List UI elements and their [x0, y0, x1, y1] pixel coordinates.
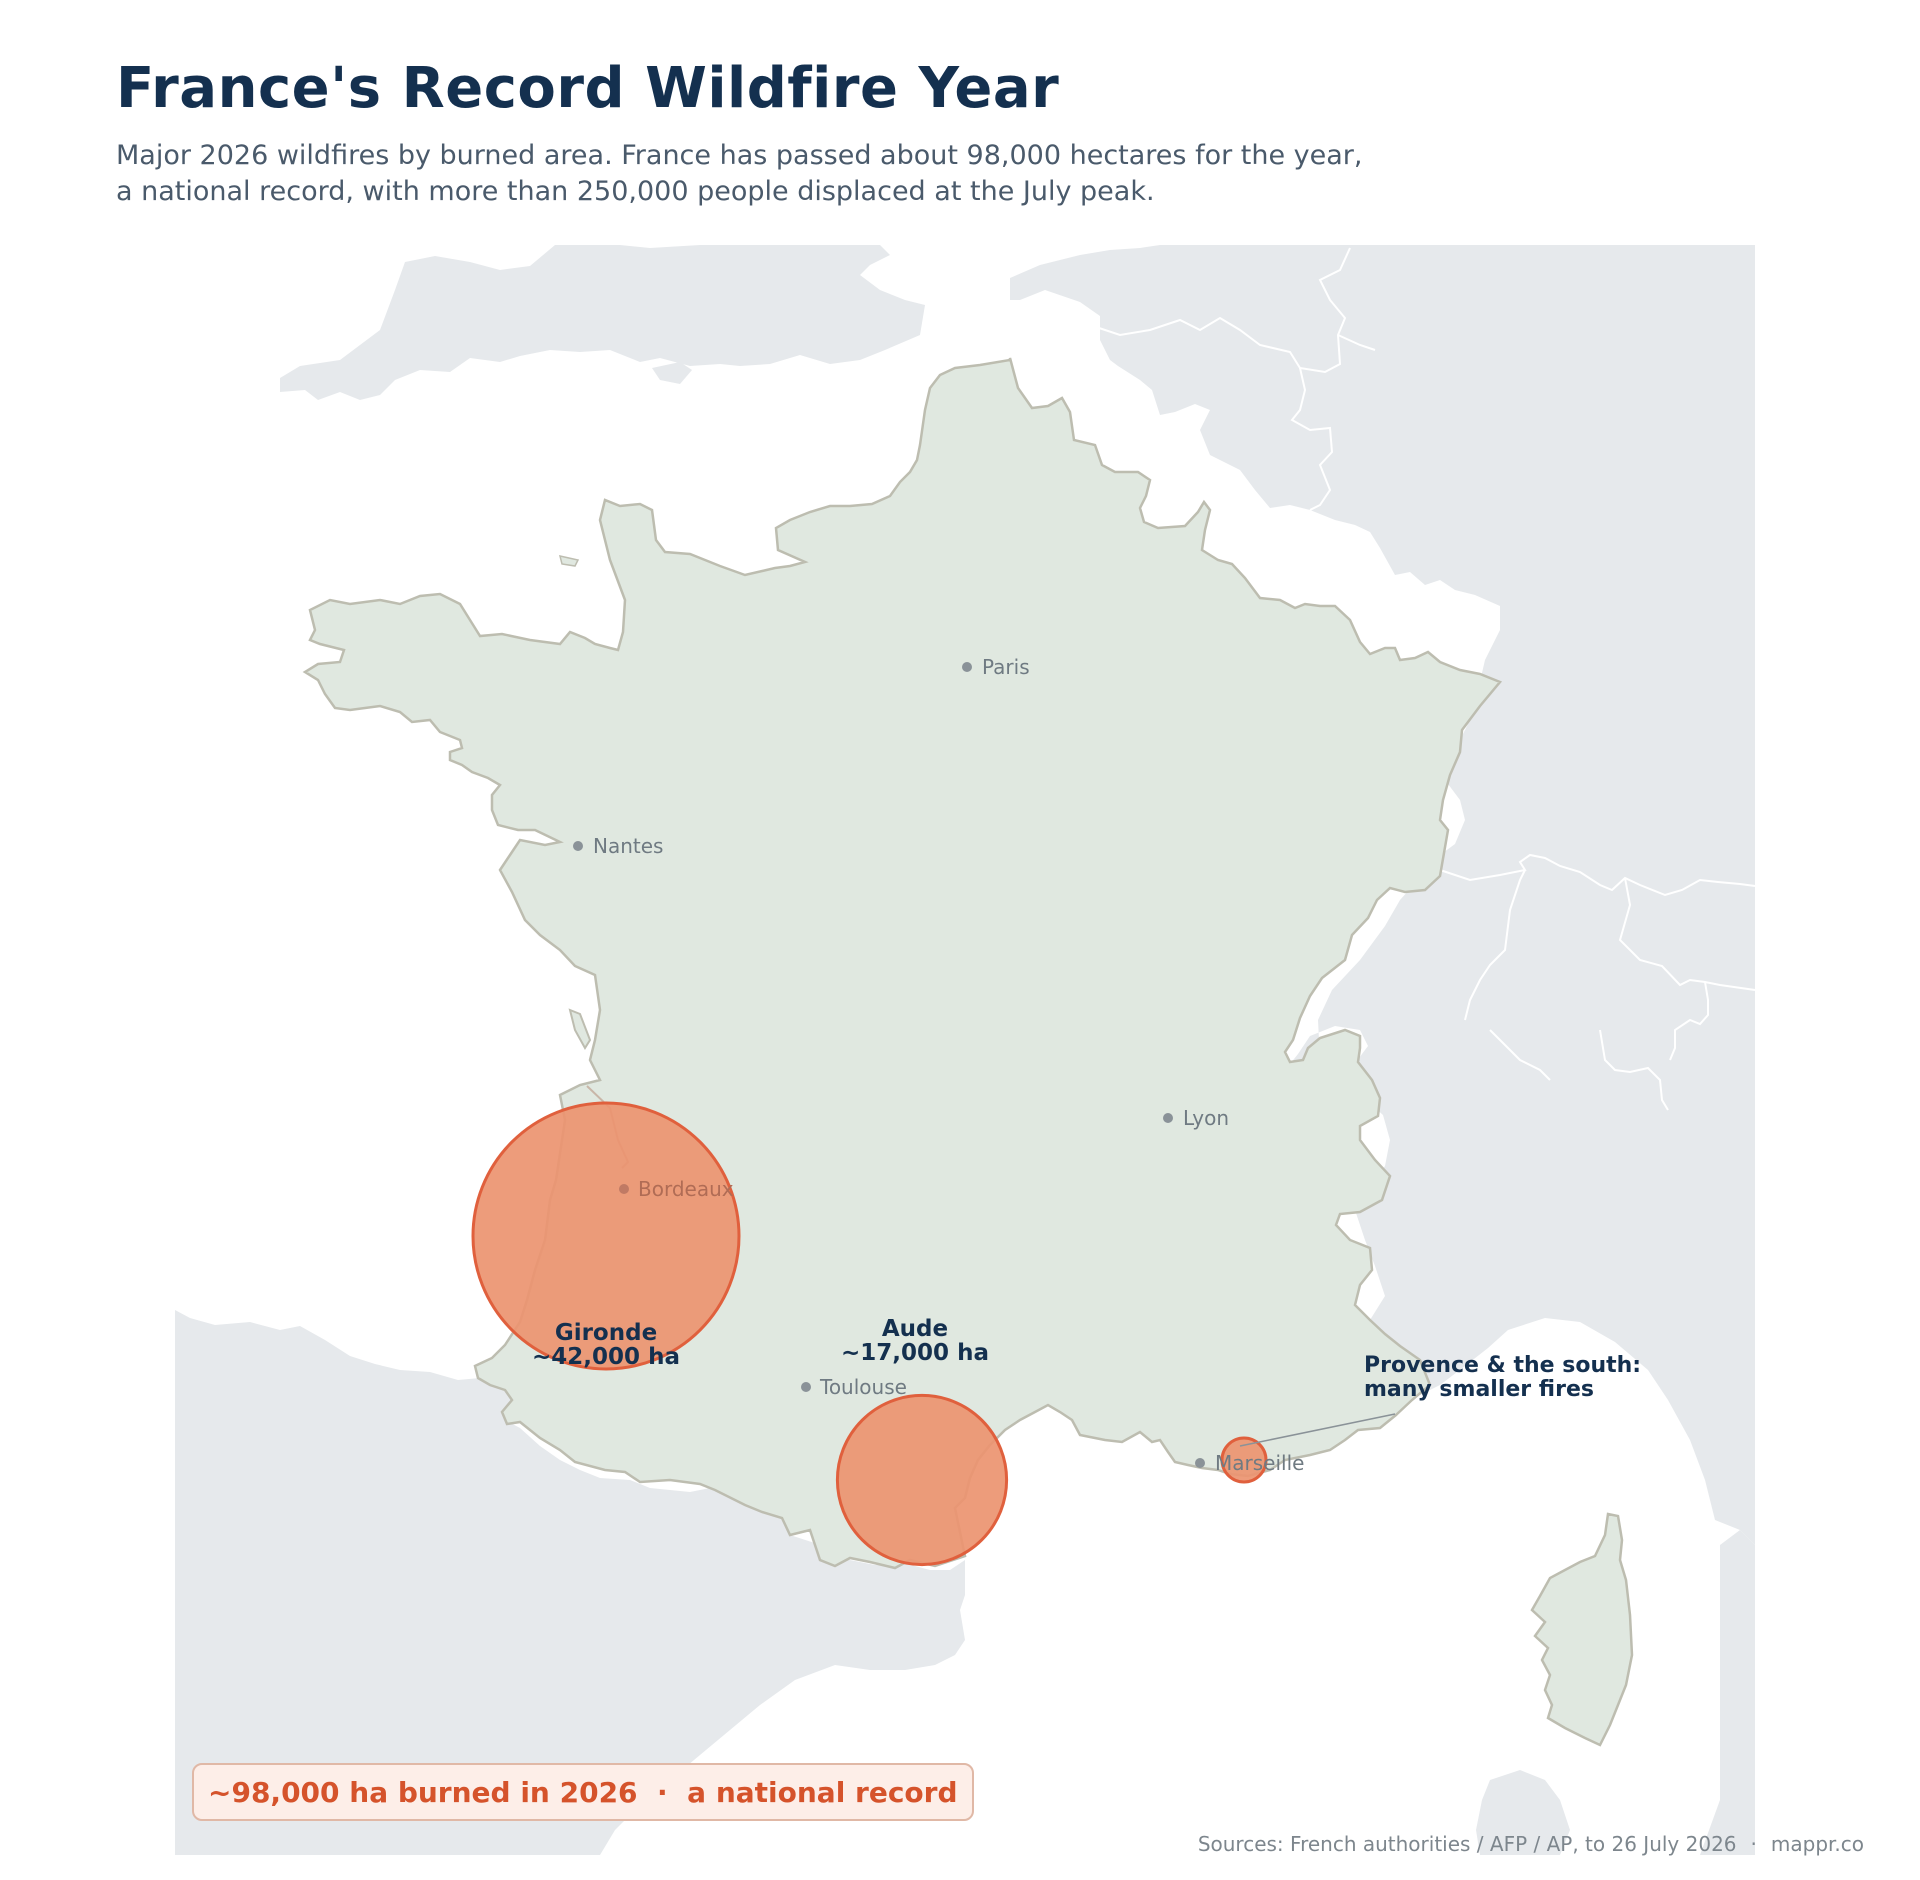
oleron-island	[568, 1008, 592, 1050]
city-label-paris: Paris	[982, 655, 1030, 679]
city-nantes: Nantes	[573, 834, 663, 858]
gironde-region-label: Gironde	[555, 1320, 657, 1346]
fires-layer	[471, 1101, 1268, 1567]
sources-separator: ·	[1750, 1832, 1757, 1856]
aude-area-label: ~17,000 ha	[841, 1340, 989, 1366]
fire-circle-provence	[1220, 1436, 1268, 1484]
isle-of-wight	[652, 362, 692, 384]
gironde-area-label: ~42,000 ha	[532, 1344, 680, 1370]
balearic-islands	[1476, 1770, 1570, 1855]
belle-ile	[558, 555, 580, 567]
page-title: France's Record Wildfire Year	[116, 56, 1060, 121]
aude-label: Aude ~17,000 ha	[841, 1316, 989, 1366]
corsica	[1530, 1512, 1634, 1747]
city-marker-bordeaux	[619, 1184, 629, 1194]
subtitle-line-2: a national record, with more than 250,00…	[116, 176, 1155, 207]
provence-callout: Provence & the south: many smaller fires	[1364, 1353, 1641, 1402]
italy-coast	[1700, 1530, 1755, 1855]
spain-landmass	[175, 1310, 965, 1855]
record-banner-text: ~98,000 ha burned in 2026 · a national r…	[208, 1775, 958, 1809]
callout-line-2: many smaller fires	[1364, 1377, 1594, 1402]
neighbor-borders	[1089, 247, 1756, 1111]
uk-landmass	[280, 245, 925, 400]
city-bordeaux: Bordeaux	[619, 1177, 734, 1201]
subtitle-line-1: Major 2026 wildfires by burned area. Fra…	[116, 140, 1363, 171]
page-subtitle: Major 2026 wildfires by burned area. Fra…	[116, 138, 1676, 210]
city-label-toulouse: Toulouse	[819, 1375, 907, 1399]
sources-footer: Sources: French authorities / AFP / AP, …	[1198, 1832, 1864, 1856]
city-paris: Paris	[962, 655, 1030, 679]
city-label-lyon: Lyon	[1183, 1106, 1229, 1130]
city-marseille: Marseille	[1195, 1451, 1304, 1475]
sources-site: mappr.co	[1770, 1832, 1864, 1856]
fire-circle-aude	[835, 1393, 1009, 1567]
fire-circle-gironde	[471, 1101, 741, 1371]
city-label-marseille: Marseille	[1215, 1451, 1304, 1475]
city-label-nantes: Nantes	[593, 834, 663, 858]
city-toulouse: Toulouse	[801, 1375, 907, 1399]
gironde-label: Gironde ~42,000 ha	[532, 1320, 680, 1370]
city-marker-lyon	[1163, 1113, 1173, 1123]
callout-leader-line	[1239, 1413, 1396, 1447]
callout-line-1: Provence & the south:	[1364, 1353, 1641, 1378]
city-marker-nantes	[573, 841, 583, 851]
city-label-bordeaux: Bordeaux	[638, 1177, 734, 1201]
city-marker-marseille	[1195, 1458, 1205, 1468]
sources-text: Sources: French authorities / AFP / AP, …	[1197, 1832, 1737, 1856]
aude-region-label: Aude	[882, 1316, 948, 1342]
city-lyon: Lyon	[1163, 1106, 1229, 1130]
city-marker-toulouse	[801, 1382, 811, 1392]
northern-neighbors	[1010, 245, 1755, 1545]
record-banner: ~98,000 ha burned in 2026 · a national r…	[192, 1763, 974, 1821]
city-marker-paris	[962, 662, 972, 672]
